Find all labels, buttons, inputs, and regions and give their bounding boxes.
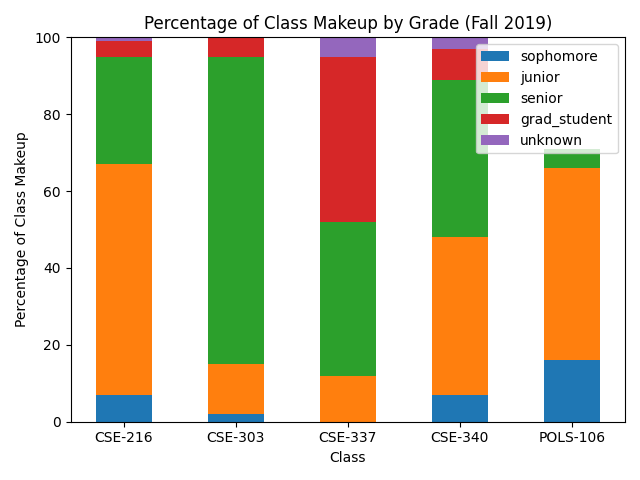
Bar	[320, 57, 376, 222]
Bar	[208, 57, 264, 364]
Bar	[320, 37, 376, 57]
Bar	[544, 149, 600, 168]
Bar	[96, 395, 152, 422]
Bar	[96, 37, 152, 41]
Bar	[208, 414, 264, 422]
Bar	[96, 41, 152, 57]
Bar	[432, 37, 488, 49]
Bar	[96, 57, 152, 164]
Title: Percentage of Class Makeup by Grade (Fall 2019): Percentage of Class Makeup by Grade (Fal…	[143, 15, 552, 33]
Y-axis label: Percentage of Class Makeup: Percentage of Class Makeup	[15, 132, 29, 327]
Bar	[208, 37, 264, 57]
Bar	[432, 80, 488, 237]
Bar	[544, 168, 600, 360]
Bar	[320, 222, 376, 375]
Bar	[208, 364, 264, 414]
Bar	[432, 395, 488, 422]
Bar	[544, 360, 600, 422]
Bar	[96, 164, 152, 395]
Legend: sophomore, junior, senior, grad_student, unknown: sophomore, junior, senior, grad_student,…	[476, 44, 618, 153]
X-axis label: Class: Class	[330, 451, 366, 465]
Bar	[432, 237, 488, 395]
Bar	[432, 49, 488, 80]
Bar	[320, 375, 376, 422]
